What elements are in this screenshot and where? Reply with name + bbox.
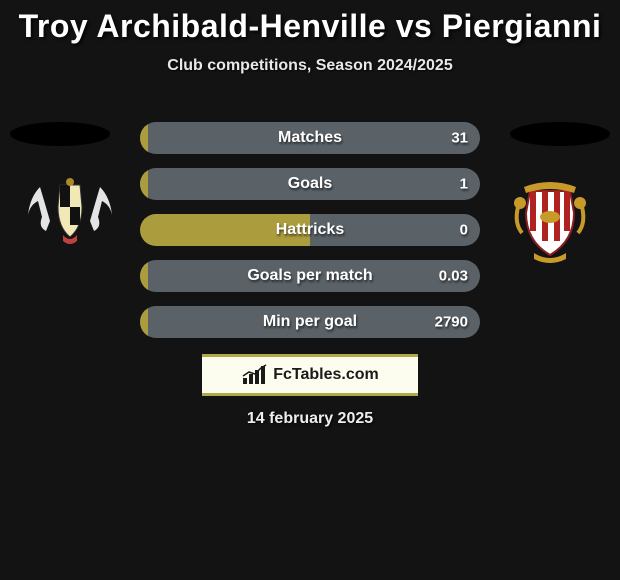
stat-label: Matches [278, 129, 342, 147]
logo-text: FcTables.com [273, 366, 379, 384]
stat-row: Min per goal 2790 [140, 306, 480, 338]
stat-value-right: 2790 [435, 314, 468, 331]
stat-row: Goals per match 0.03 [140, 260, 480, 292]
stat-value-right: 0.03 [439, 268, 468, 285]
player-shadow-left [10, 122, 110, 146]
date-label: 14 february 2025 [247, 410, 373, 428]
crest-left-svg [20, 177, 120, 253]
stat-label: Hattricks [276, 221, 344, 239]
club-crest-left [20, 175, 120, 255]
fctables-logo-box[interactable]: FcTables.com [202, 354, 418, 396]
stat-bar-left-sliver [140, 122, 148, 154]
stat-row: Matches 31 [140, 122, 480, 154]
stat-value-right: 1 [460, 176, 468, 193]
stat-row: Hattricks 0 [140, 214, 480, 246]
club-crest-right [500, 180, 600, 260]
stat-value-right: 0 [460, 222, 468, 239]
crest-right-svg [500, 173, 600, 267]
chart-icon [241, 364, 267, 386]
stat-label: Min per goal [263, 313, 357, 331]
stat-label: Goals per match [247, 267, 372, 285]
stat-label: Goals [288, 175, 332, 193]
stat-value-right: 31 [451, 130, 468, 147]
stat-row: Goals 1 [140, 168, 480, 200]
stat-bar-left-sliver [140, 260, 148, 292]
subtitle: Club competitions, Season 2024/2025 [0, 57, 620, 75]
player-shadow-right [510, 122, 610, 146]
page-title: Troy Archibald-Henville vs Piergianni [0, 0, 620, 45]
stats-container: Matches 31 Goals 1 Hattricks 0 Goals per match… [140, 122, 480, 352]
stat-bar-left-sliver [140, 168, 148, 200]
stat-bar-left-sliver [140, 306, 148, 338]
